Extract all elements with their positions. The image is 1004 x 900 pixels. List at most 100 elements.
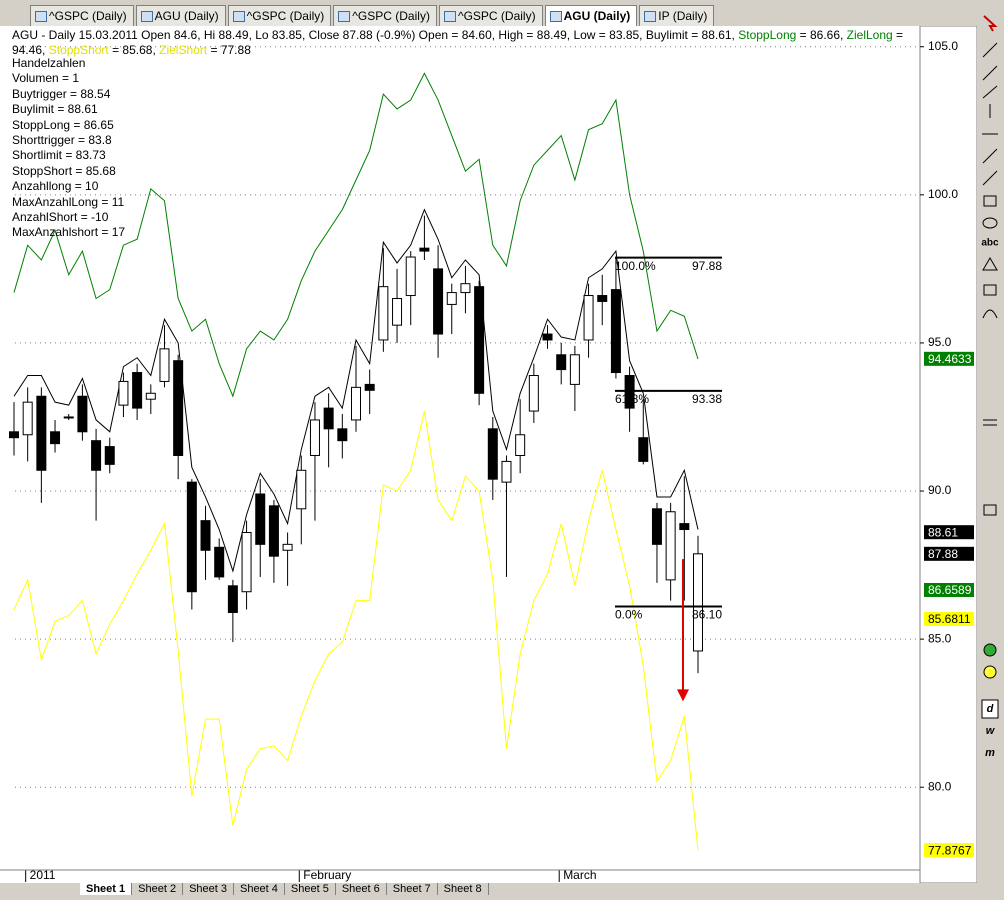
candle-body — [337, 428, 348, 442]
candle-body — [351, 386, 361, 421]
price-label: 86.6589 — [928, 583, 972, 597]
info-line: Volumen = 1 — [12, 71, 80, 86]
plot-bg — [0, 26, 920, 883]
info-line: Shorttrigger = 83.8 — [12, 133, 112, 148]
price-label-bg — [924, 546, 974, 561]
tab[interactable]: ^GSPC (Daily) — [438, 5, 543, 26]
candle-body — [200, 520, 211, 551]
price-label-bg — [924, 351, 974, 366]
candle-body — [268, 505, 279, 557]
candle-body — [77, 395, 88, 433]
sheet-tab[interactable]: Sheet 1 — [80, 883, 133, 895]
fib-value: 97.88 — [692, 259, 722, 273]
fib-value: 86.10 — [692, 608, 722, 622]
tab-bar: ^GSPC (Daily) AGU (Daily) ^GSPC (Daily) ^GS… — [0, 0, 975, 26]
axis-bg — [919, 26, 977, 883]
tab[interactable]: ^GSPC (Daily) — [30, 5, 134, 26]
candle-body — [241, 531, 252, 593]
info-line: Shortlimit = 83.73 — [12, 148, 106, 163]
candle-body — [227, 585, 238, 613]
sheet-tab[interactable]: Sheet 8 — [438, 883, 489, 895]
info-line: AnzahlShort = -10 — [12, 210, 109, 225]
info-line: Buylimit = 88.61 — [12, 102, 98, 117]
candle-body — [542, 333, 553, 341]
candle-body — [392, 297, 403, 326]
toolbar-glyph: abc — [981, 238, 999, 249]
toolbar-glyph[interactable]: w — [986, 725, 996, 737]
sheet-tab[interactable]: Sheet 6 — [336, 883, 387, 895]
candle-body — [693, 553, 703, 652]
icon — [983, 15, 998, 32]
sheet-tab[interactable]: Sheet 4 — [234, 883, 285, 895]
info-line: StoppShort = 85.68 — [12, 163, 116, 178]
candle-body — [145, 392, 156, 400]
icon-group — [981, 42, 999, 719]
toolbar-glyph[interactable]: m — [985, 747, 995, 759]
sheet-tab[interactable]: Sheet 5 — [285, 883, 336, 895]
price-label: 87.88 — [928, 547, 958, 561]
sheet-tab[interactable]: Sheet 2 — [132, 883, 184, 895]
candle-body — [433, 268, 444, 335]
tab[interactable]: ^GSPC (Daily) — [333, 5, 437, 26]
tab[interactable]: IP (Daily) — [639, 5, 715, 26]
candle-body — [583, 295, 594, 341]
candle-body — [36, 395, 47, 471]
sheet-tab[interactable]: Sheet 7 — [387, 883, 438, 895]
candle-body — [63, 416, 74, 419]
toolbar-icons: abc d w m — [981, 15, 999, 759]
candle-body — [309, 419, 320, 456]
toolbar-glyph[interactable]: d — [987, 703, 994, 715]
candle-body — [501, 460, 512, 483]
candle-body — [651, 508, 662, 545]
candle-body — [118, 380, 129, 406]
series-line — [13, 410, 699, 851]
candle-body — [104, 446, 115, 465]
info-panel: Handelzahlen Volumen = 1 Buytrigger = 88.5… — [12, 56, 125, 241]
candle-body — [419, 247, 430, 252]
y-tick-label: 95.0 — [928, 335, 952, 349]
price-label-bg — [924, 582, 974, 597]
candle-body — [364, 383, 375, 391]
candle-body — [679, 523, 690, 531]
info-line: Buytrigger = 88.54 — [12, 86, 111, 101]
candle-body — [515, 434, 526, 456]
info-line: Handelzahlen — [12, 56, 86, 70]
candle-body — [9, 431, 19, 439]
sheet-tabs: Sheet 1 Sheet 2 Sheet 3 Sheet 4 Sheet 5 Sheet… — [0, 883, 975, 895]
y-tick-label: 90.0 — [928, 483, 952, 497]
candle-body — [132, 372, 143, 409]
price-label: 77.8767 — [928, 843, 972, 857]
price-label-bg — [924, 843, 974, 858]
fib-value: 93.38 — [692, 392, 722, 406]
fib-pct: 61.8% — [615, 392, 649, 406]
candle-body — [474, 286, 485, 394]
price-label: 88.61 — [928, 525, 958, 539]
x-tick-label: 2011 — [30, 868, 56, 882]
y-tick-label: 85.0 — [928, 631, 952, 645]
tab[interactable]: AGU (Daily) — [135, 5, 226, 26]
tab[interactable]: ^GSPC (Daily) — [227, 5, 332, 26]
info-line: MaxAnzahlshort = 17 — [12, 225, 126, 240]
candle-body — [556, 354, 567, 371]
candle-body — [597, 295, 608, 302]
candle-body — [255, 493, 266, 545]
candle-body — [159, 348, 170, 382]
candle-body — [405, 256, 416, 297]
candle-body — [296, 469, 307, 510]
candle-body — [487, 428, 498, 480]
candle-body — [569, 354, 580, 385]
price-label: 94.4633 — [928, 352, 972, 366]
candle-body — [665, 511, 676, 581]
candle-body — [610, 289, 621, 374]
price-label: 85.6811 — [928, 612, 971, 626]
y-tick-label: 100.0 — [928, 187, 958, 201]
info-line: StoppLong = 86.65 — [12, 117, 114, 132]
candle-body — [460, 283, 471, 294]
toolbar: abc d w m — [977, 0, 1004, 895]
x-tick-label: February — [303, 868, 351, 882]
candle-body — [50, 431, 61, 445]
sheet-tab[interactable]: Sheet 3 — [183, 883, 234, 895]
arrow-head — [677, 689, 689, 702]
tab[interactable]: AGU (Daily) — [544, 5, 638, 26]
